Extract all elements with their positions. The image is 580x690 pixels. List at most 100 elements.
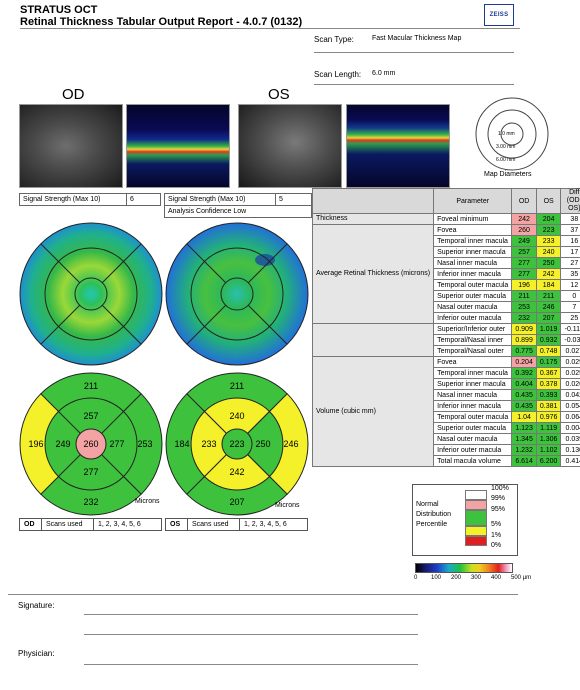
diff-value-cell: 12 bbox=[560, 279, 580, 291]
group-label: Thickness bbox=[311, 213, 435, 225]
diff-value-cell: 0.004 bbox=[560, 422, 580, 434]
od-value-cell: 0.204 bbox=[511, 356, 537, 368]
os-value-cell: 223 bbox=[535, 224, 562, 236]
parameter-cell: Fovea bbox=[433, 224, 513, 236]
os-value-cell: 0.932 bbox=[535, 334, 562, 346]
os-inferior-outer: 207 bbox=[229, 497, 245, 507]
od-value-cell: 0.435 bbox=[511, 389, 537, 401]
od-scans-table: OD Scans used 1, 2, 3, 4, 5, 6 bbox=[19, 518, 162, 531]
scan-type-label: Scan Type: bbox=[314, 35, 354, 44]
diff-header: Diff (OD-OS) bbox=[560, 188, 580, 214]
table-row: Inferior inner macula 277 242 35 bbox=[313, 268, 580, 280]
diff-value-cell: 37 bbox=[560, 224, 580, 236]
od-inferior-outer: 232 bbox=[83, 497, 99, 507]
diameter-6mm: 6.00 mm bbox=[496, 157, 516, 163]
scan-length-value: 6.0 mm bbox=[372, 70, 396, 77]
od-temporal-outer: 196 bbox=[28, 439, 44, 449]
os-value-cell: 0.378 bbox=[535, 378, 562, 390]
diff-value-cell: 25 bbox=[560, 312, 580, 324]
parameter-cell: Foveal minimum bbox=[433, 213, 513, 225]
os-value-cell: 242 bbox=[535, 268, 562, 280]
group-header bbox=[311, 188, 435, 214]
od-fundus-image bbox=[19, 104, 123, 188]
parameter-cell: Temporal inner macula bbox=[433, 235, 513, 247]
od-nasal-inner: 277 bbox=[109, 439, 125, 449]
os-value-cell: 233 bbox=[535, 235, 562, 247]
divider bbox=[314, 52, 514, 53]
os-sector-map: 211 240 184 233 223 250 246 242 207 bbox=[165, 372, 309, 516]
os-scans-value: 1, 2, 3, 4, 5, 6 bbox=[239, 518, 308, 531]
od-value-cell: 0.909 bbox=[511, 323, 537, 335]
divider bbox=[20, 28, 520, 29]
diff-value-cell: 0 bbox=[560, 290, 580, 302]
parameter-cell: Total macula volume bbox=[433, 455, 513, 467]
parameter-cell: Nasal inner macula bbox=[433, 389, 513, 401]
parameter-cell: Nasal outer macula bbox=[433, 301, 513, 313]
od-value-cell: 232 bbox=[511, 312, 537, 324]
legend-95: 95% bbox=[491, 506, 506, 513]
diff-value-cell: 17 bbox=[560, 246, 580, 258]
parameter-cell: Superior/Inferior outer bbox=[433, 323, 513, 335]
group-label: Volume (cubic mm) bbox=[311, 356, 435, 467]
parameter-cell: Superior inner macula bbox=[433, 246, 513, 258]
od-label: OD bbox=[62, 86, 85, 103]
zeiss-logo: ZEISS bbox=[484, 4, 514, 26]
od-value-cell: 277 bbox=[511, 268, 537, 280]
signature-line bbox=[84, 634, 418, 635]
od-value-cell: 196 bbox=[511, 279, 537, 291]
od-signal-table: Signal Strength (Max 10) 6 bbox=[19, 193, 161, 206]
parameter-cell: Temporal/Nasal outer bbox=[433, 345, 513, 357]
legend-title-1: Normal bbox=[416, 501, 439, 508]
thickness-colorbar bbox=[415, 563, 513, 573]
diff-value-cell: 0.027 bbox=[560, 345, 580, 357]
os-thickness-map bbox=[165, 222, 309, 366]
parameter-cell: Temporal outer macula bbox=[433, 411, 513, 423]
os-value-cell: 250 bbox=[535, 257, 562, 269]
diff-value-cell: 0.414 bbox=[560, 455, 580, 467]
os-center: 223 bbox=[229, 439, 245, 449]
os-temporal-inner: 233 bbox=[201, 439, 217, 449]
os-signal-table: Signal Strength (Max 10) 5 Analysis Confi… bbox=[164, 193, 312, 218]
od-value-cell: 6.614 bbox=[511, 455, 537, 467]
os-value-cell: 184 bbox=[535, 279, 562, 291]
od-value-cell: 242 bbox=[511, 213, 537, 225]
divider bbox=[8, 594, 518, 595]
physician-label: Physician: bbox=[18, 649, 55, 658]
parameter-cell: Inferior outer macula bbox=[433, 444, 513, 456]
os-value-cell: 207 bbox=[535, 312, 562, 324]
od-oct-scan-image bbox=[126, 104, 230, 188]
colorbar-tick: 500 µm bbox=[511, 575, 532, 581]
os-value-cell: 0.748 bbox=[535, 345, 562, 357]
diff-value-cell: 0.042 bbox=[560, 389, 580, 401]
os-oct-scan-image bbox=[346, 104, 450, 188]
diff-value-cell: 0.054 bbox=[560, 400, 580, 412]
report-name: Retinal Thickness Tabular Output Report … bbox=[20, 16, 303, 28]
od-value-cell: 260 bbox=[511, 224, 537, 236]
od-value-cell: 0.899 bbox=[511, 334, 537, 346]
os-scans-table: OS Scans used 1, 2, 3, 4, 5, 6 bbox=[165, 518, 308, 531]
parameter-cell: Inferior outer macula bbox=[433, 312, 513, 324]
table-row: Superior outer macula 211 211 0 bbox=[313, 290, 580, 302]
physician-line bbox=[84, 664, 418, 665]
parameter-cell: Superior outer macula bbox=[433, 422, 513, 434]
od-value-cell: 277 bbox=[511, 257, 537, 269]
colorbar-tick: 0 bbox=[414, 575, 418, 581]
legend-1: 1% bbox=[491, 532, 502, 539]
od-value-cell: 1.232 bbox=[511, 444, 537, 456]
diff-value-cell: -0.110 bbox=[560, 323, 580, 335]
colorbar-tick: 400 bbox=[491, 575, 502, 581]
map-diameters-label: Map Diameters bbox=[484, 171, 532, 178]
os-inferior-inner: 242 bbox=[229, 467, 245, 477]
diff-value-cell: 0.025 bbox=[560, 367, 580, 379]
od-signal-value: 6 bbox=[126, 193, 161, 206]
scan-type-value: Fast Macular Thickness Map bbox=[372, 35, 462, 42]
legend-title-3: Percentile bbox=[416, 521, 448, 528]
od-superior-outer: 211 bbox=[83, 381, 99, 391]
od-temporal-inner: 249 bbox=[55, 439, 71, 449]
parameter-cell: Temporal/Nasal inner bbox=[433, 334, 513, 346]
legend-0: 0% bbox=[491, 542, 502, 549]
